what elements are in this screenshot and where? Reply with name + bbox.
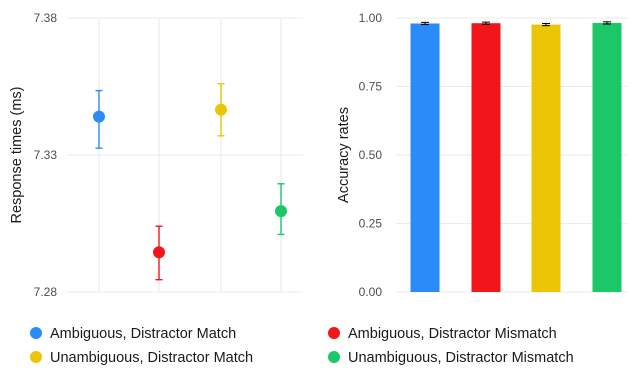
legend-label: Ambiguous, Distractor Mismatch — [348, 326, 557, 342]
data-point — [275, 205, 287, 218]
y-tick-label: 1.00 — [359, 11, 383, 25]
bar — [531, 24, 561, 293]
data-point — [215, 103, 227, 116]
accuracy-panel: 0.00 0.25 0.50 0.75 1.00 Accuracy rates — [336, 11, 627, 299]
legend-label: Unambiguous, Distractor Match — [50, 350, 253, 366]
bar — [592, 22, 622, 292]
y-tick-label: 0.25 — [359, 217, 383, 231]
y-tick-label: 7.28 — [34, 285, 58, 299]
y-tick-label: 7.38 — [34, 11, 58, 25]
data-point — [153, 246, 165, 259]
y-tick-label: 0.50 — [359, 148, 383, 162]
y-tick-label: 0.75 — [359, 80, 383, 94]
data-point — [93, 110, 105, 123]
legend: Ambiguous, Distractor Match Ambiguous, Di… — [30, 326, 574, 366]
bar — [410, 23, 440, 292]
legend-marker — [30, 351, 42, 363]
legend-label: Unambiguous, Distractor Mismatch — [348, 350, 574, 366]
bar — [471, 23, 501, 293]
legend-marker — [328, 351, 340, 363]
legend-label: Ambiguous, Distractor Match — [50, 326, 236, 342]
y-axis-title: Accuracy rates — [336, 107, 352, 203]
legend-marker — [328, 327, 340, 339]
legend-marker — [30, 327, 42, 339]
y-axis-title: Response times (ms) — [9, 87, 25, 224]
y-tick-label: 7.33 — [34, 148, 58, 162]
response-time-panel: 7.28 7.33 7.38 Response times (ms) — [9, 11, 303, 299]
y-tick-label: 0.00 — [359, 285, 383, 299]
